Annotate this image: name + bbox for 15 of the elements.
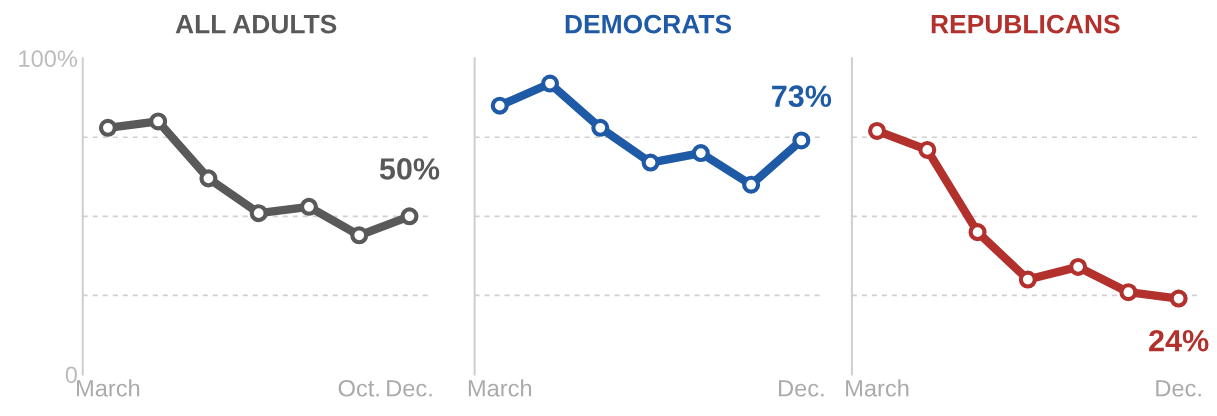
x-tick-label: Oct.: [338, 379, 379, 397]
x-tick-label: March: [468, 379, 532, 397]
annotation: 73%: [772, 85, 832, 108]
chart-title: ALL ADULTS: [175, 14, 337, 34]
chart-title: REPUBLICANS: [931, 14, 1120, 34]
x-tick-label: Dec.: [779, 380, 824, 397]
x-tick-label: March: [846, 379, 909, 397]
chart-title: DEMOCRATS: [565, 14, 732, 34]
x-tick-label: Dec.: [1156, 380, 1201, 397]
y-tick-label: 0: [65, 366, 77, 384]
x-tick-label: Dec.: [387, 380, 432, 397]
annotation: 24%: [1149, 329, 1209, 352]
y-tick-label: 100%: [19, 50, 78, 68]
annotation: 50%: [379, 158, 440, 180]
x-tick-label: March: [77, 379, 140, 397]
